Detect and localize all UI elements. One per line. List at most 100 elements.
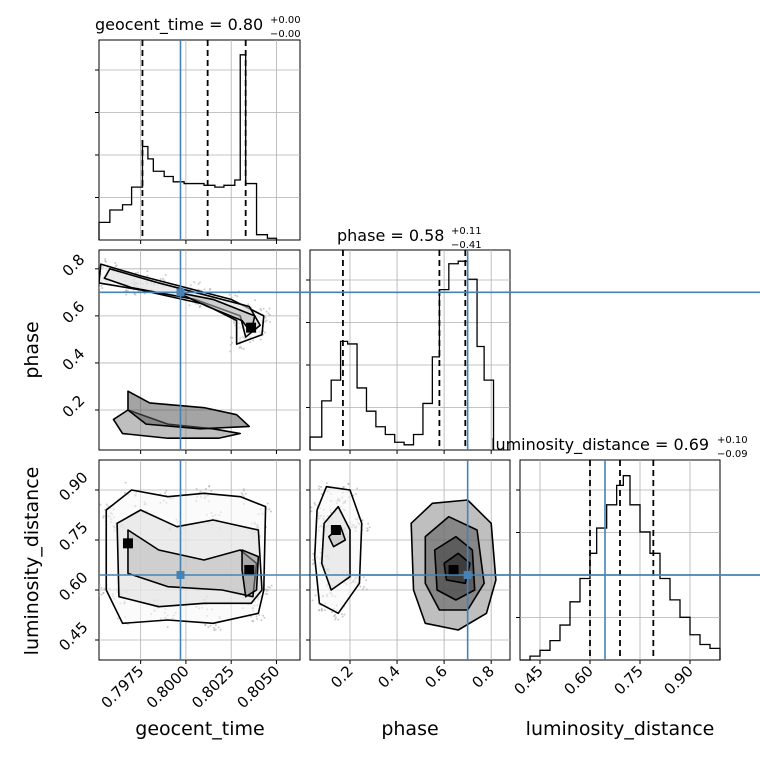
sample-point <box>96 289 98 291</box>
x-tick-label: 0.2 <box>327 662 357 692</box>
sample-point <box>314 594 317 597</box>
sample-point <box>258 614 261 617</box>
x-tick-label: 0.90 <box>660 662 696 698</box>
contour-level <box>320 505 351 591</box>
hist-luminosity_distance: 0.45 0.60 0.75 0.90 <box>510 459 721 698</box>
sample-point <box>233 322 236 325</box>
sample-point <box>207 626 210 629</box>
title-hist-luminosity-distance: luminosity_distance = 0.69 <box>491 435 709 455</box>
sample-point <box>265 319 268 322</box>
sample-point <box>229 350 232 353</box>
sample-point <box>94 270 96 272</box>
y-tick-label: 0.8 <box>59 250 89 280</box>
sample-point <box>240 492 243 495</box>
sample-point <box>99 583 101 586</box>
sample-point <box>102 592 105 595</box>
x-tick-label: 0.6 <box>421 662 451 692</box>
y-tick-label: 0.4 <box>59 345 89 375</box>
sample-point <box>197 282 200 285</box>
sample-point <box>203 288 206 291</box>
sample-point <box>260 619 263 622</box>
hist-phase <box>306 249 511 454</box>
xlabel-phase: phase <box>381 718 438 740</box>
sample-point <box>197 288 200 291</box>
sample-point <box>114 261 117 264</box>
sample-point <box>97 282 99 284</box>
sample-point <box>365 579 368 582</box>
sample-point <box>262 614 265 617</box>
x-tick-label: 0.75 <box>610 662 646 698</box>
sample-point <box>341 615 344 618</box>
x-tick-label: 0.4 <box>374 662 404 692</box>
panel-geocent_time-vs-luminosity_distance-frame <box>98 459 301 661</box>
sample-point <box>259 307 262 310</box>
sample-point <box>313 502 316 505</box>
sample-point <box>188 304 191 307</box>
contour-level <box>127 390 251 430</box>
sample-point <box>270 584 273 587</box>
sample-point <box>318 488 321 491</box>
sample-point <box>356 487 359 490</box>
sample-point <box>165 489 168 492</box>
sample-point <box>96 270 98 272</box>
sample-point <box>241 493 244 496</box>
ylabel-phase: phase <box>21 321 43 378</box>
sample-point <box>116 617 119 620</box>
sample-point <box>330 610 333 613</box>
hist-step-luminosity_distance <box>520 475 721 661</box>
panel-contents <box>310 482 497 631</box>
sample-point <box>320 608 323 611</box>
sample-point <box>101 287 104 290</box>
sample-point <box>252 620 255 623</box>
truth-marker <box>463 571 472 579</box>
sample-point <box>254 299 257 302</box>
sample-point <box>229 336 232 339</box>
sample-point <box>236 295 239 298</box>
title-hist-geocent-time: geocent_time = 0.80 <box>95 15 263 35</box>
sample-point <box>263 616 266 619</box>
panel-geocent_time-vs-phase-frame <box>98 249 301 451</box>
sample-point <box>355 492 358 495</box>
density-peak <box>246 322 257 333</box>
sample-point <box>270 510 273 513</box>
truth-marker <box>176 571 185 579</box>
title-hist-phase-sub: −0.41 <box>451 240 482 251</box>
title-hist-phase-sup: +0.11 <box>451 226 482 237</box>
sample-point <box>204 487 207 490</box>
sample-point <box>204 623 207 626</box>
sample-point <box>263 331 266 334</box>
panel-geocent_time-vs-phase: 0.2 0.4 0.6 0.8 <box>59 249 760 454</box>
hist-step-geocent_time <box>98 54 278 240</box>
sample-point <box>314 503 317 506</box>
contour-level <box>103 268 261 338</box>
sample-point <box>195 488 198 491</box>
sample-point <box>102 515 105 518</box>
sample-point <box>198 281 201 284</box>
sample-point <box>310 558 311 560</box>
sample-point <box>232 320 235 323</box>
sample-point <box>90 278 92 280</box>
sample-point <box>362 576 365 579</box>
sample-point <box>319 485 322 488</box>
truth-marker <box>176 288 185 297</box>
sample-point <box>96 284 98 286</box>
sample-point <box>256 617 259 620</box>
title-hist-luminosity-distance-sup: +0.10 <box>717 435 748 446</box>
sample-point <box>96 262 98 264</box>
sample-point <box>268 307 271 310</box>
sample-point <box>269 320 272 323</box>
sample-point <box>310 510 313 513</box>
sample-point <box>99 590 101 593</box>
sample-point <box>100 587 103 590</box>
sample-point <box>146 274 149 277</box>
sample-point <box>367 522 370 525</box>
sample-point <box>242 488 245 491</box>
sample-point <box>239 345 242 348</box>
sample-point <box>193 281 196 284</box>
density-peak <box>330 525 341 535</box>
sample-point <box>240 347 243 350</box>
sample-point <box>234 294 237 297</box>
sample-point <box>146 270 149 273</box>
sample-point <box>90 288 92 290</box>
sample-point <box>161 277 164 280</box>
